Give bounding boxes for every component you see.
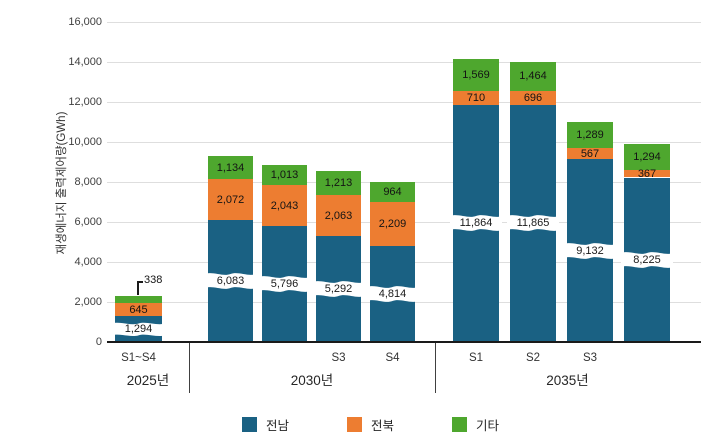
legend-item-jeonbuk: 전북	[347, 415, 394, 434]
x-tick-label: S3	[582, 352, 598, 364]
y-tick-label: 4,000	[74, 256, 102, 268]
segment-value-label: 1,134	[216, 161, 245, 174]
legend-label-jeonnam: 전남	[266, 419, 290, 433]
y-tick-label: 14,000	[68, 56, 102, 68]
callout-line-horizontal	[137, 281, 143, 283]
bar-segment-etc	[316, 170, 361, 195]
gridline	[107, 62, 701, 63]
y-tick-label: 10,000	[68, 136, 102, 148]
axis-break-band: 11,864	[450, 213, 502, 233]
legend-item-jeonnam: 전남	[242, 415, 289, 434]
axis-break-band: 9,132	[564, 241, 616, 261]
segment-value-label: 2,209	[378, 217, 407, 230]
bar-segment-etc	[262, 164, 307, 186]
bar-segment-etc	[510, 61, 556, 91]
segment-value-label: 645	[129, 303, 148, 316]
segment-value-label: 710	[466, 91, 486, 104]
segment-value-label: 1,013	[270, 169, 299, 182]
legend: 전남 전북 기타	[242, 415, 499, 434]
segment-value-label: 1,289	[576, 129, 604, 142]
bar-segment-jeonbuk	[370, 201, 415, 246]
bar-segment-etc	[567, 122, 613, 148]
bar-segment-jeonbuk	[567, 148, 613, 160]
bar-segment-jeonbuk	[453, 90, 499, 105]
bar-segment-etc	[208, 156, 253, 179]
group-label: 2030년	[290, 373, 334, 388]
y-tick-label: 12,000	[68, 96, 102, 108]
y-tick-label: 2,000	[74, 296, 102, 308]
x-axis-line	[107, 341, 701, 343]
bar-segment-jeonbuk	[316, 194, 361, 237]
segment-value-label: 696	[523, 91, 543, 104]
legend-label-jeonbuk: 전북	[371, 419, 395, 433]
axis-break-band: 6,083	[205, 271, 256, 291]
gridline	[107, 22, 701, 23]
legend-label-etc: 기타	[476, 419, 500, 433]
group-label: 2035년	[546, 373, 589, 388]
segment-value-label: 5,292	[324, 283, 353, 296]
axis-break-band: 5,292	[313, 279, 364, 299]
segment-value-label: 1,294	[124, 323, 153, 336]
x-tick-label: S1	[468, 352, 484, 364]
bar-segment-jeonbuk	[624, 170, 670, 178]
segment-value-label: 5,796	[270, 278, 299, 291]
x-tick-label: S1~S4	[121, 352, 156, 364]
group-separator	[435, 343, 436, 393]
bar-segment-jeonbuk	[115, 303, 162, 317]
segment-value-label: 2,043	[270, 199, 299, 212]
bar-segment-etc	[453, 59, 499, 91]
segment-value-label: 1,213	[324, 176, 353, 189]
legend-swatch-jeonbuk	[347, 417, 363, 432]
segment-value-label: 2,063	[324, 209, 353, 222]
y-tick-label: 0	[95, 336, 102, 348]
gridline	[107, 102, 701, 103]
y-tick-label: 8,000	[74, 176, 102, 188]
x-tick-label: S3	[331, 352, 346, 364]
segment-value-label: 9,132	[576, 244, 604, 257]
segment-value-label: 4,814	[378, 287, 407, 300]
bar-segment-jeonbuk	[262, 185, 307, 227]
bar-segment-etc	[624, 144, 670, 171]
bar-segment-etc	[370, 182, 415, 202]
legend-swatch-jeonnam	[242, 417, 257, 432]
legend-item-etc: 기타	[452, 415, 499, 434]
legend-swatch-etc	[452, 417, 468, 432]
axis-break-band: 8,225	[621, 250, 673, 270]
y-tick-label: 16,000	[68, 16, 102, 28]
y-tick-label: 6,000	[74, 216, 102, 228]
axis-break-band: 5,796	[259, 274, 310, 294]
segment-value-label: 2,072	[216, 193, 245, 206]
segment-value-label: 567	[580, 147, 600, 160]
axis-break-band: 1,294	[112, 321, 165, 338]
group-separator	[189, 343, 190, 393]
gridline	[107, 142, 701, 143]
axis-break-band: 4,814	[367, 284, 418, 304]
segment-value-label: 1,294	[633, 151, 661, 164]
axis-break-band: 11,865	[507, 213, 559, 233]
bar-segment-jeonbuk	[510, 90, 556, 105]
segment-value-label: 11,864	[459, 217, 493, 230]
segment-value-label: 8,225	[633, 253, 661, 266]
segment-value-label: 6,083	[216, 275, 245, 288]
bar-segment-etc	[115, 296, 162, 304]
group-label: 2025년	[126, 373, 170, 388]
segment-value-label: 1,464	[519, 70, 547, 83]
bar-segment-jeonbuk	[208, 178, 253, 221]
x-tick-label: S2	[525, 352, 541, 364]
x-tick-label: S4	[385, 352, 400, 364]
callout-label: 338	[144, 274, 163, 287]
segment-value-label: 11,865	[516, 217, 550, 230]
callout-line-vertical	[137, 281, 139, 296]
segment-value-label: 1,569	[462, 68, 490, 81]
segment-value-label: 367	[637, 167, 657, 180]
segment-value-label: 964	[383, 185, 402, 198]
